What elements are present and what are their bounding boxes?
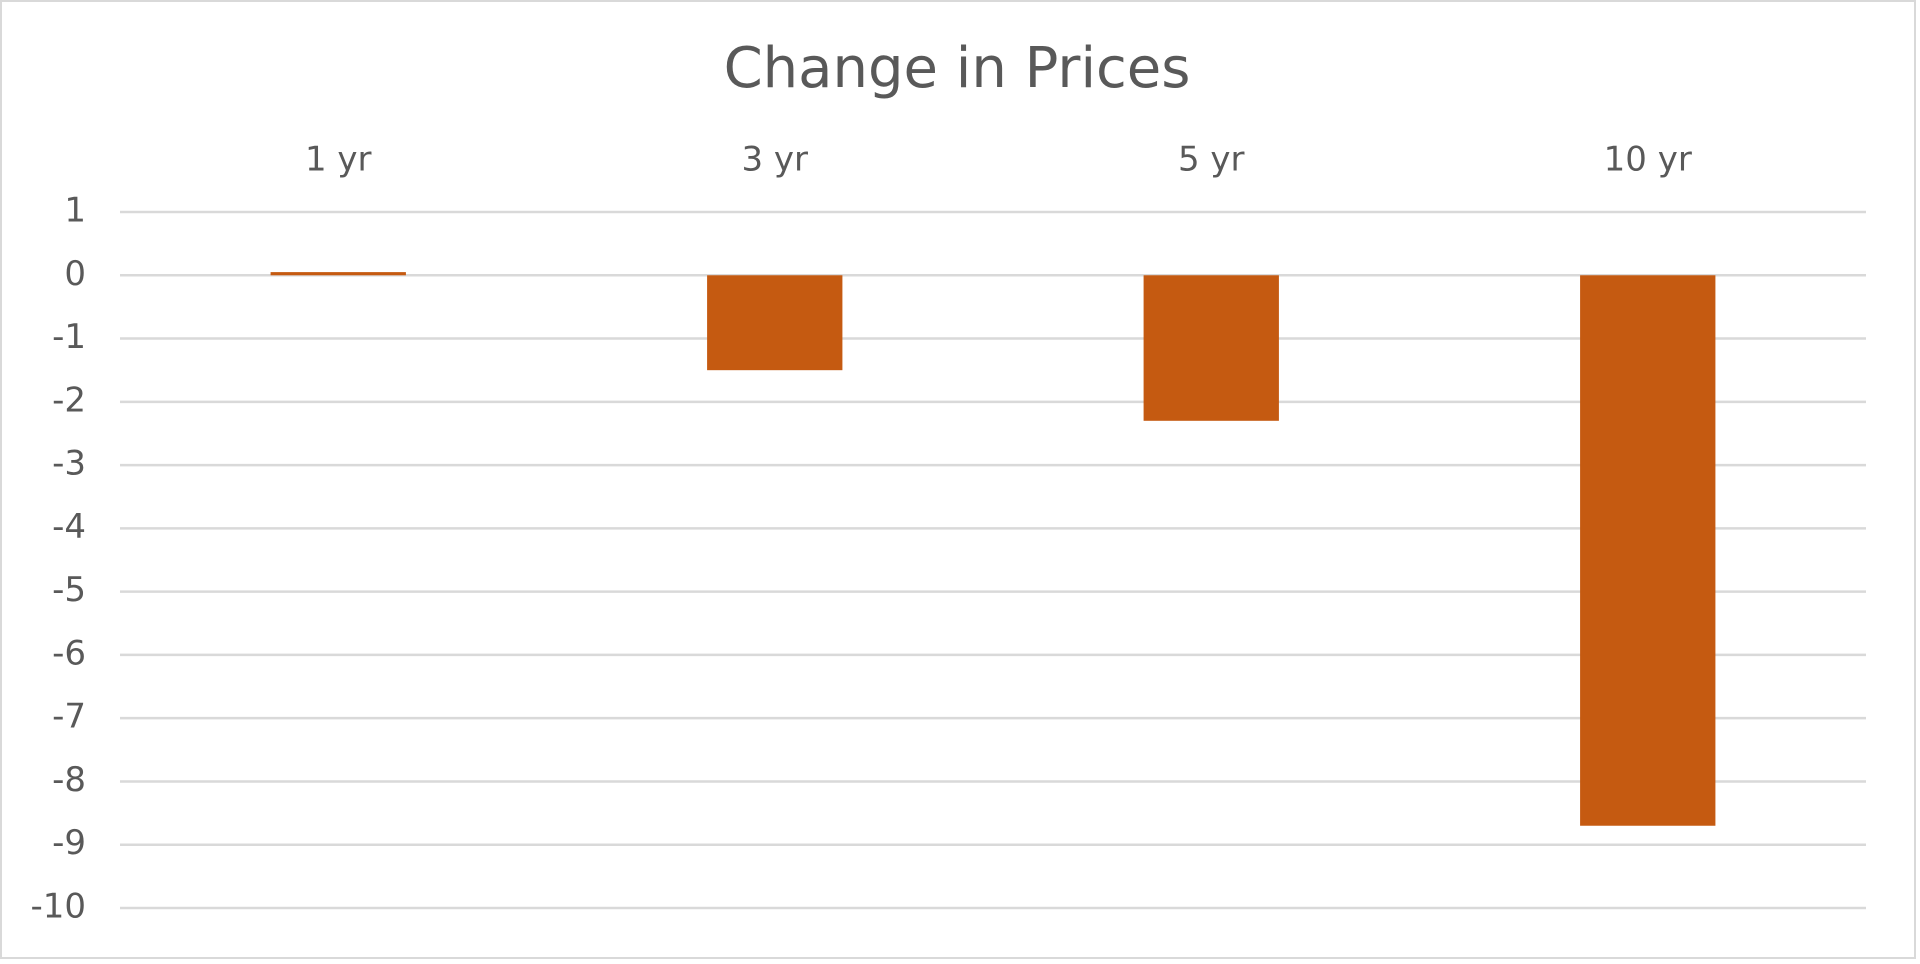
bar [1580,275,1716,826]
chart-title: Change in Prices [724,36,1191,101]
y-tick-label: -6 [52,633,86,673]
y-tick-label: -4 [52,507,86,547]
y-tick-label: -1 [52,317,86,357]
bar [270,272,406,276]
bar [707,275,843,371]
y-tick-label: -9 [52,823,86,863]
x-tick-label: 5 yr [1178,140,1245,180]
y-tick-label: -2 [52,380,86,420]
x-tick-label: 10 yr [1604,140,1692,180]
x-tick-label: 3 yr [741,140,808,180]
bar [1143,275,1279,421]
y-tick-label: -10 [30,887,86,927]
x-tick-label: 1 yr [305,140,372,180]
y-tick-label: -7 [52,697,86,737]
y-tick-label: 0 [64,254,86,294]
y-tick-label: -8 [52,760,86,800]
y-tick-label: 1 [64,191,86,231]
y-tick-label: -5 [52,570,86,610]
y-tick-label: -3 [52,444,86,484]
